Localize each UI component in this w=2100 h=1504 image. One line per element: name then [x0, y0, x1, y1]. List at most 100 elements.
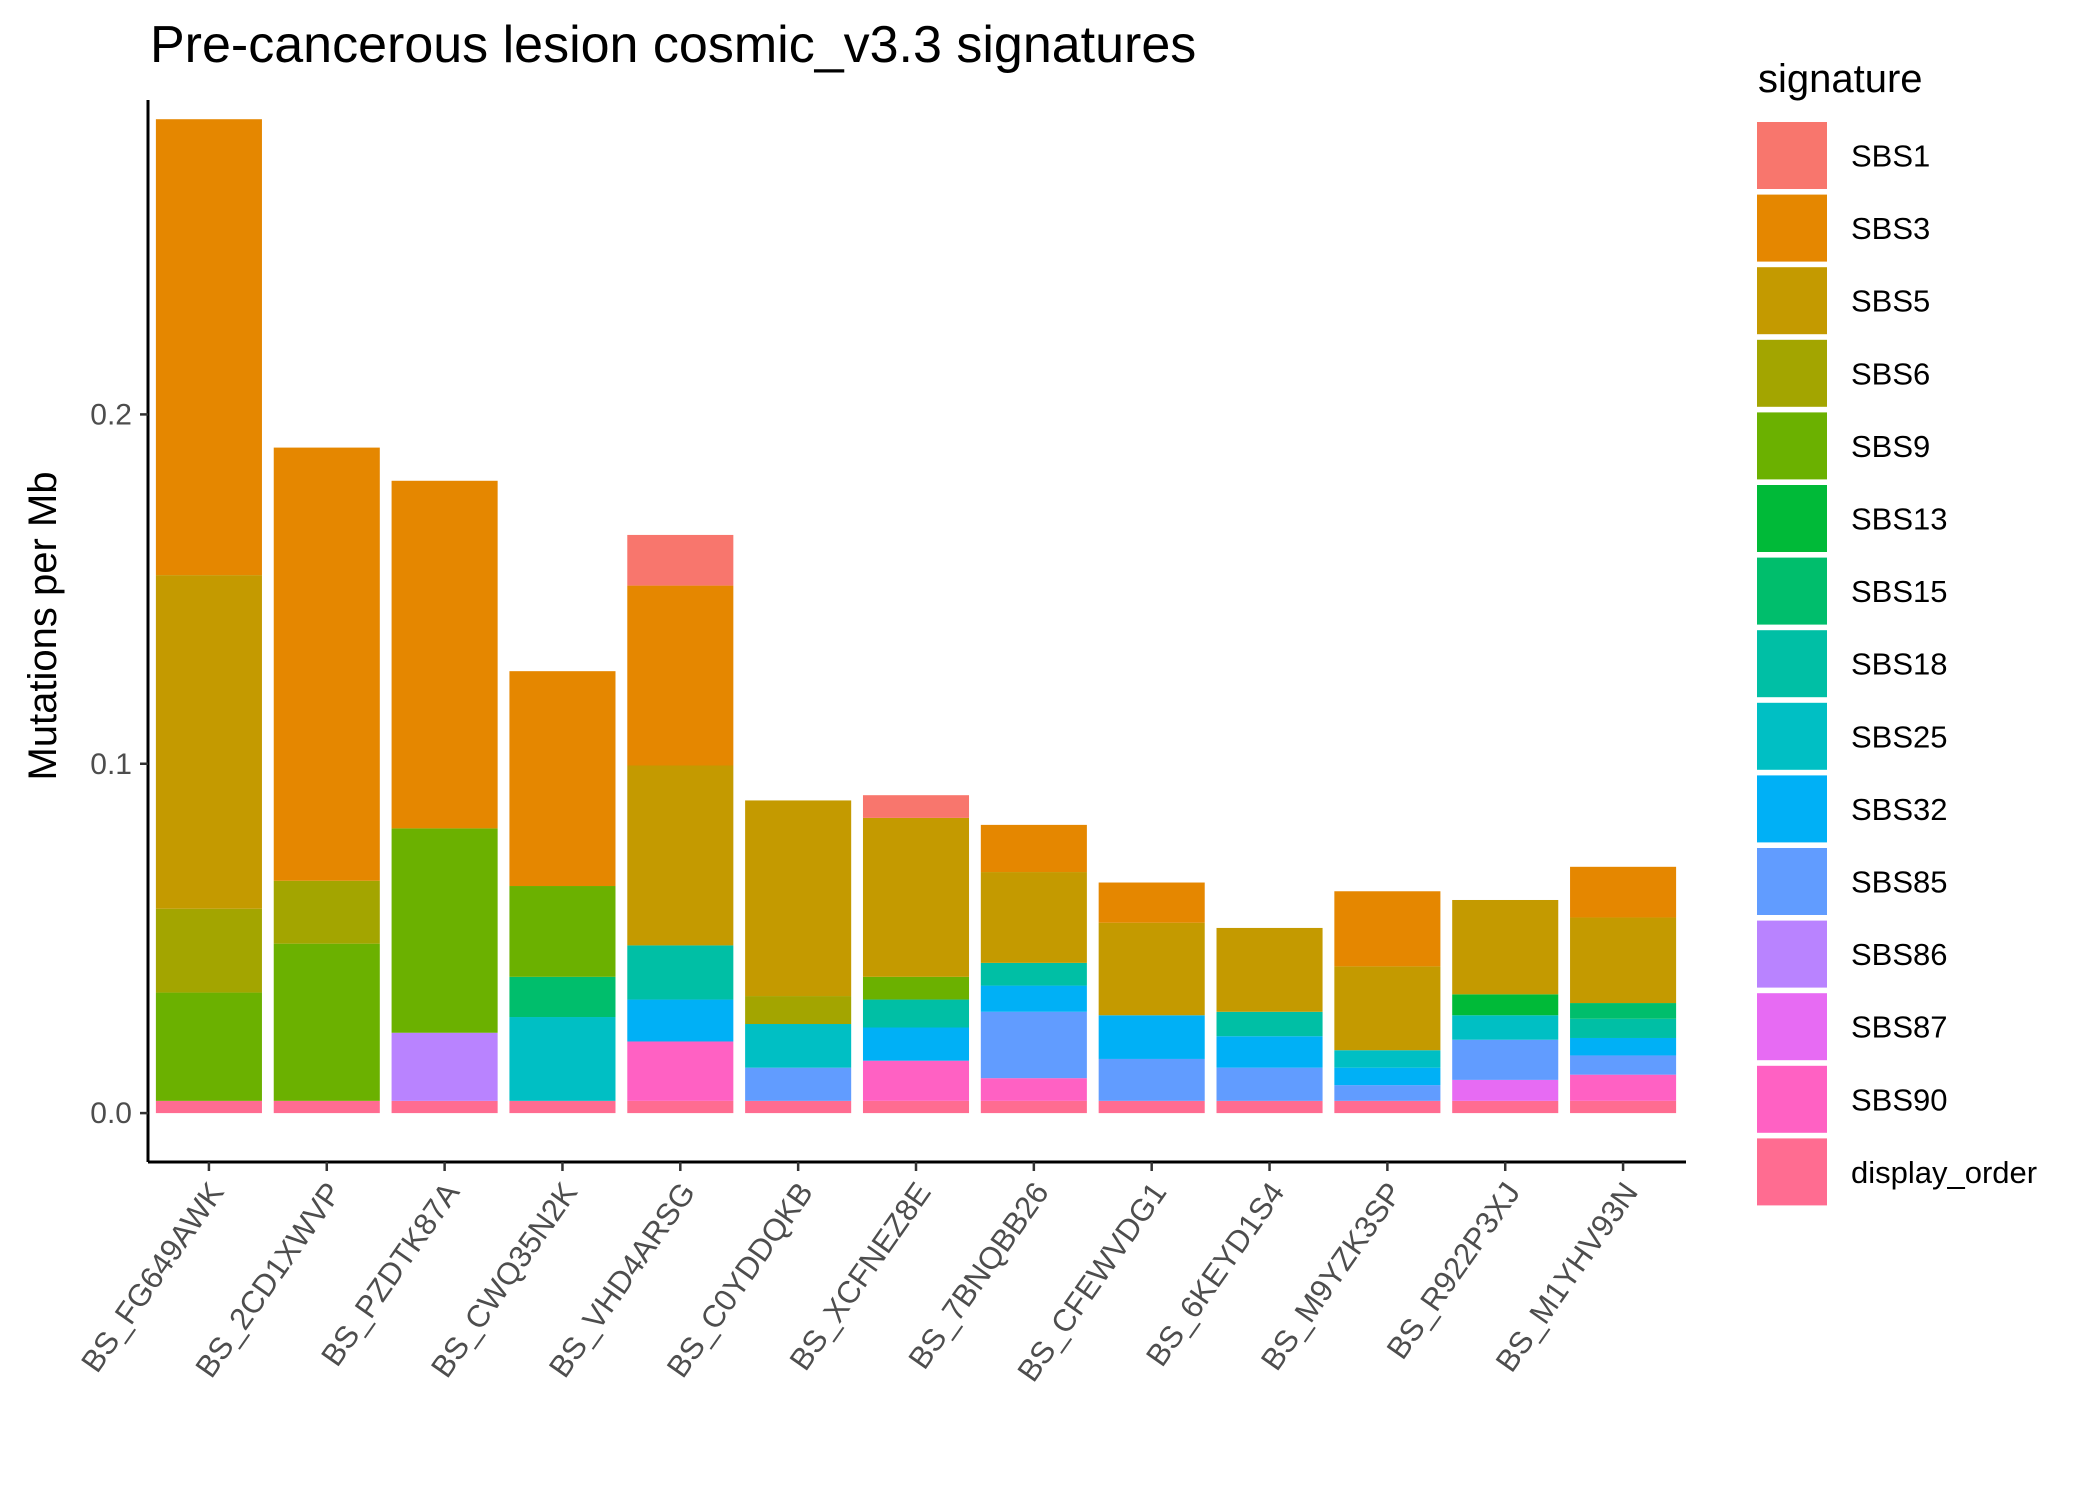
legend-label-sbs5: SBS5: [1851, 284, 1930, 319]
legend-label-sbs90: SBS90: [1851, 1082, 1948, 1117]
legend-item-sbs85: SBS85: [1757, 848, 1948, 915]
bar-segment-bs-6keyd1s4-sbs85: [1216, 1067, 1323, 1101]
bar-segment-bs-m9yzk3sp-sbs25: [1334, 1050, 1441, 1068]
bar-segment-bs-fg649awk-sbs6: [155, 908, 262, 993]
legend-label-sbs25: SBS25: [1851, 719, 1948, 754]
bar-segment-bs-2cd1xwvp-sbs3: [273, 447, 380, 881]
legend-key-sbs3: [1757, 194, 1827, 262]
bar-segment-bs-pzdtk87a-sbs86: [391, 1032, 498, 1101]
legend-label-sbs3: SBS3: [1851, 211, 1930, 246]
bar-stack-bs-6keyd1s4: [1216, 927, 1323, 1114]
legend-label-sbs9: SBS9: [1851, 429, 1930, 464]
bar-segment-bs-c0yddqkb-sbs25: [745, 1024, 852, 1068]
y-axis-title: Mutations per Mb: [21, 471, 65, 780]
bar-segment-bs-7bnqbb26-sbs18: [980, 962, 1087, 986]
bar-segment-bs-m9yzk3sp-sbs32: [1334, 1067, 1441, 1086]
legend-item-sbs32: SBS32: [1757, 775, 1948, 843]
bar-stack-bs-cwq35n2k: [509, 671, 616, 1114]
bar-segment-bs-cwq35n2k-display-order: [509, 1100, 616, 1114]
bar-stack-bs-r922p3xj: [1452, 899, 1559, 1114]
bar-segment-bs-pzdtk87a-display-order: [391, 1100, 498, 1114]
bar-segment-bs-m9yzk3sp-sbs3: [1334, 891, 1441, 967]
bar-segment-bs-r922p3xj-sbs5: [1452, 899, 1559, 995]
legend-item-sbs18: SBS18: [1757, 630, 1948, 698]
legend: signature SBS1 SBS3 SBS5 SBS6 SBS9 SBS13 SBS15…: [1757, 57, 2037, 1206]
bar-segment-bs-r922p3xj-display-order: [1452, 1100, 1559, 1114]
bar-segment-bs-fg649awk-sbs5: [155, 575, 262, 909]
legend-item-sbs6: SBS6: [1757, 339, 1930, 407]
bar-segment-bs-m9yzk3sp-sbs5: [1334, 966, 1441, 1051]
bar-segment-bs-pzdtk87a-sbs9: [391, 828, 498, 1033]
bar-segment-bs-xcfnez8e-sbs90: [862, 1060, 970, 1101]
bar-segment-bs-vhd4arsg-sbs3: [627, 585, 734, 766]
legend-label-sbs6: SBS6: [1851, 356, 1930, 391]
bar-segment-bs-m9yzk3sp-display-order: [1334, 1100, 1441, 1114]
legend-label-sbs18: SBS18: [1851, 647, 1948, 682]
bar-segment-bs-vhd4arsg-sbs90: [627, 1041, 734, 1101]
bars-layer: [155, 119, 1677, 1114]
legend-key-sbs15: [1757, 557, 1827, 625]
bar-segment-bs-cfewvdg1-sbs3: [1098, 882, 1205, 923]
bar-segment-bs-7bnqbb26-sbs5: [980, 872, 1087, 963]
bar-segment-bs-6keyd1s4-sbs5: [1216, 927, 1323, 1012]
bar-segment-bs-c0yddqkb-sbs6: [745, 996, 852, 1025]
legend-item-sbs5: SBS5: [1757, 267, 1930, 335]
y-ticks: 0.0 0.1 0.2: [90, 398, 148, 1130]
bar-segment-bs-vhd4arsg-sbs1: [627, 534, 734, 586]
bar-segment-bs-cwq35n2k-sbs25: [509, 1017, 616, 1101]
legend-label-sbs15: SBS15: [1851, 574, 1948, 609]
bar-segment-bs-r922p3xj-sbs13: [1452, 994, 1559, 1016]
legend-item-sbs87: SBS87: [1757, 993, 1948, 1061]
bar-segment-bs-7bnqbb26-sbs90: [980, 1078, 1087, 1101]
legend-key-sbs1: [1757, 122, 1827, 189]
bar-segment-bs-r922p3xj-sbs25: [1452, 1015, 1559, 1040]
legend-label-sbs85: SBS85: [1851, 865, 1948, 900]
legend-label-display-order: display_order: [1851, 1155, 2037, 1190]
legend-key-sbs86: [1757, 920, 1827, 988]
legend-key-sbs6: [1757, 339, 1827, 407]
bar-stack-bs-vhd4arsg: [627, 534, 734, 1114]
bar-stack-bs-fg649awk: [155, 119, 262, 1114]
bar-segment-bs-cwq35n2k-sbs15: [509, 976, 616, 1018]
bar-segment-bs-cfewvdg1-sbs32: [1098, 1015, 1205, 1059]
legend-key-sbs32: [1757, 775, 1827, 843]
legend-item-display-order: display_order: [1757, 1138, 2037, 1206]
bar-segment-bs-m1yhv93n-sbs32: [1570, 1037, 1677, 1056]
bar-segment-bs-fg649awk-display-order: [155, 1100, 262, 1114]
bar-segment-bs-m9yzk3sp-sbs85: [1334, 1085, 1441, 1101]
legend-label-sbs86: SBS86: [1851, 937, 1948, 972]
legend-item-sbs90: SBS90: [1757, 1065, 1948, 1133]
bar-segment-bs-xcfnez8e-sbs18: [862, 999, 970, 1028]
bar-segment-bs-xcfnez8e-sbs32: [862, 1027, 970, 1061]
bar-stack-bs-2cd1xwvp: [273, 447, 380, 1114]
bar-segment-bs-m1yhv93n-sbs85: [1570, 1055, 1677, 1075]
bar-segment-bs-m1yhv93n-sbs5: [1570, 917, 1677, 1004]
legend-key-sbs18: [1757, 630, 1827, 698]
legend-key-sbs13: [1757, 485, 1827, 552]
bar-segment-bs-vhd4arsg-display-order: [627, 1100, 734, 1114]
legend-item-sbs3: SBS3: [1757, 194, 1930, 262]
bar-segment-bs-fg649awk-sbs3: [155, 119, 262, 576]
bar-stack-bs-pzdtk87a: [391, 480, 498, 1114]
bar-segment-bs-m1yhv93n-sbs90: [1570, 1074, 1677, 1101]
bar-segment-bs-cfewvdg1-sbs5: [1098, 922, 1205, 1016]
bar-stack-bs-cfewvdg1: [1098, 882, 1205, 1114]
bar-segment-bs-7bnqbb26-sbs3: [980, 824, 1087, 873]
bar-segment-bs-xcfnez8e-sbs1: [862, 795, 970, 818]
legend-label-sbs13: SBS13: [1851, 502, 1948, 537]
legend-key-display-order: [1757, 1138, 1827, 1206]
bar-segment-bs-m1yhv93n-sbs18: [1570, 1018, 1677, 1038]
bar-segment-bs-2cd1xwvp-sbs9: [273, 943, 380, 1101]
bar-segment-bs-2cd1xwvp-display-order: [273, 1100, 380, 1114]
bar-segment-bs-m1yhv93n-sbs15: [1570, 1003, 1677, 1019]
bar-segment-bs-7bnqbb26-sbs85: [980, 1011, 1087, 1079]
bar-segment-bs-r922p3xj-sbs85: [1452, 1039, 1559, 1080]
legend-title: signature: [1758, 57, 1923, 101]
bar-segment-bs-xcfnez8e-sbs5: [862, 817, 970, 977]
y-tick-label: 0.0: [90, 1097, 132, 1130]
bar-segment-bs-c0yddqkb-display-order: [745, 1100, 852, 1114]
legend-item-sbs25: SBS25: [1757, 702, 1948, 770]
bar-segment-bs-6keyd1s4-sbs32: [1216, 1036, 1323, 1068]
legend-key-sbs25: [1757, 702, 1827, 770]
